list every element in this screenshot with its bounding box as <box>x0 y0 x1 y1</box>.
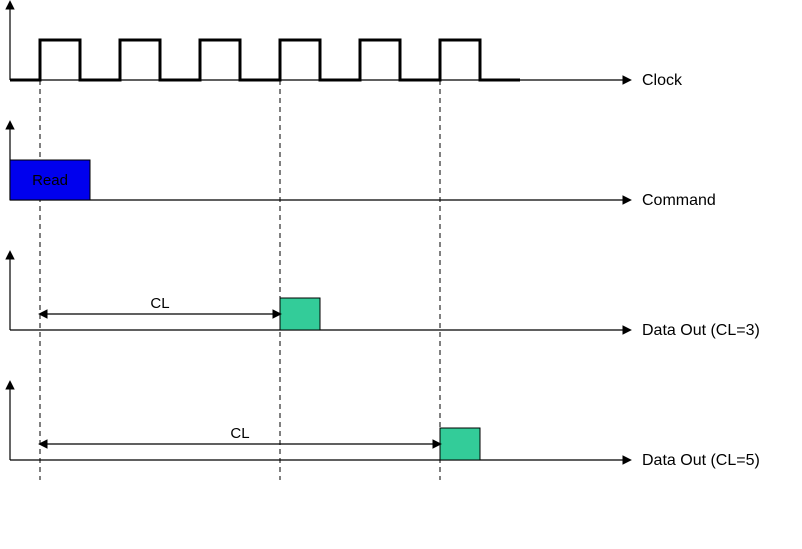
dout5-latency-label: CL <box>230 425 249 442</box>
dout3-latency-label: CL <box>150 295 169 312</box>
dout3-label: Data Out (CL=3) <box>642 322 760 339</box>
clock-label: Clock <box>642 72 683 89</box>
command-read-label: Read <box>32 172 68 189</box>
dout5-label: Data Out (CL=5) <box>642 452 760 469</box>
dout5-data-block <box>440 428 480 460</box>
clock-waveform <box>10 40 520 80</box>
command-label: Command <box>642 192 716 209</box>
dout3-data-block <box>280 298 320 330</box>
